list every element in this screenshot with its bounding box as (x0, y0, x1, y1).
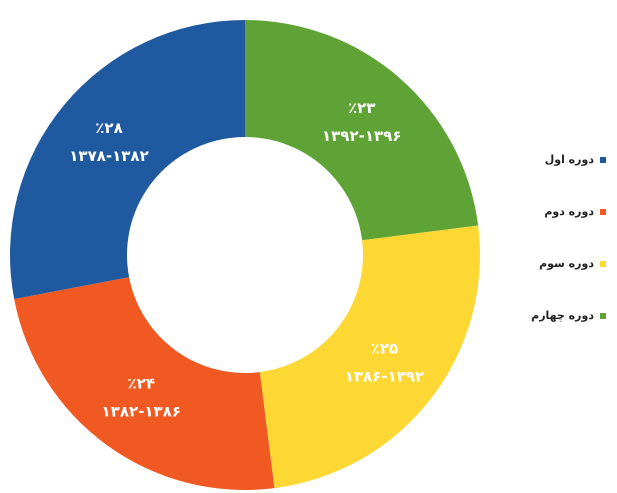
slice-range: ۱۳۹۲-۱۳۹۶ (322, 127, 401, 145)
slice-range: ۱۳۷۸-۱۳۸۲ (69, 147, 148, 165)
slice-range: ۱۳۸۲-۱۳۸۶ (102, 402, 181, 420)
legend-swatch (600, 261, 606, 267)
legend-label: دوره سوم (539, 257, 594, 270)
slice-label: ٪۲۸ (95, 119, 122, 137)
slice-range: ۱۳۸۶-۱۳۹۲ (345, 368, 424, 386)
legend-swatch (600, 209, 606, 215)
chart: ٪۲۳ ۱۳۹۲-۱۳۹۶ ٪۲۵ ۱۳۸۶-۱۳۹۲ ٪۲۴ ۱۳۸۲-۱۳۸۶ ٪۲۸ ۱… (0, 0, 617, 493)
legend-swatch (600, 313, 606, 319)
slice-label: ٪۲۴ (128, 374, 155, 392)
slice-label: ٪۲۵ (371, 340, 398, 358)
slice-label: ٪۲۳ (348, 99, 375, 117)
legend-label: دوره چهارم (531, 309, 594, 322)
legend-swatch (600, 157, 606, 163)
legend-label: دوره اول (545, 153, 595, 166)
legend-label: دوره دوم (544, 205, 594, 218)
